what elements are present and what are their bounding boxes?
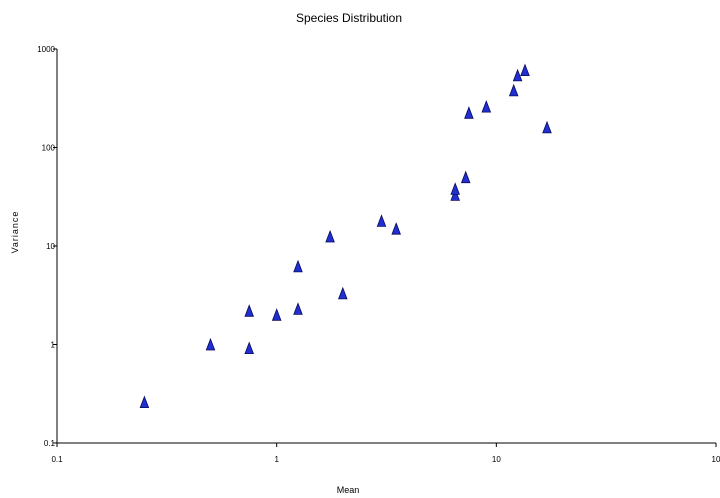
data-point-triangle	[520, 63, 530, 76]
data-point-triangle	[244, 341, 254, 355]
data-point-triangle	[464, 106, 474, 119]
ticks: 0.1 1 10 10 0.1 1 10 100 1000	[37, 45, 720, 464]
y-tick-label: 0.1	[44, 439, 56, 448]
x-tick-label: 1	[274, 455, 279, 464]
data-point-triangle	[244, 304, 254, 317]
data-point-triangle	[293, 259, 303, 273]
x-tick-label: 10	[712, 455, 720, 464]
data-point-triangle	[481, 99, 492, 113]
y-tick-label: 100	[42, 144, 56, 153]
data-point-triangle	[325, 229, 335, 243]
data-point-triangle	[450, 182, 460, 195]
chart-title: Species Distribution	[296, 11, 402, 25]
data-point-triangle	[293, 302, 303, 315]
data-point-triangle	[139, 395, 150, 409]
data-points	[139, 63, 552, 409]
data-point-triangle	[508, 83, 519, 97]
y-tick-label: 1000	[37, 45, 55, 54]
data-point-triangle	[460, 170, 471, 184]
x-tick-label: 0.1	[51, 455, 63, 464]
data-point-triangle	[450, 188, 460, 201]
data-point-triangle	[391, 222, 401, 235]
data-point-triangle	[512, 68, 523, 82]
data-point-triangle	[338, 286, 348, 300]
data-point-triangle	[271, 308, 282, 321]
y-axis-label: Variance	[10, 211, 20, 254]
x-tick-label: 10	[492, 455, 501, 464]
axes	[56, 49, 716, 444]
data-point-triangle	[376, 214, 387, 227]
y-tick-label: 10	[46, 242, 55, 251]
y-tick-label: 1	[51, 341, 56, 350]
data-point-triangle	[205, 337, 216, 351]
data-point-triangle	[542, 120, 552, 134]
x-axis-label: Mean	[337, 485, 360, 495]
